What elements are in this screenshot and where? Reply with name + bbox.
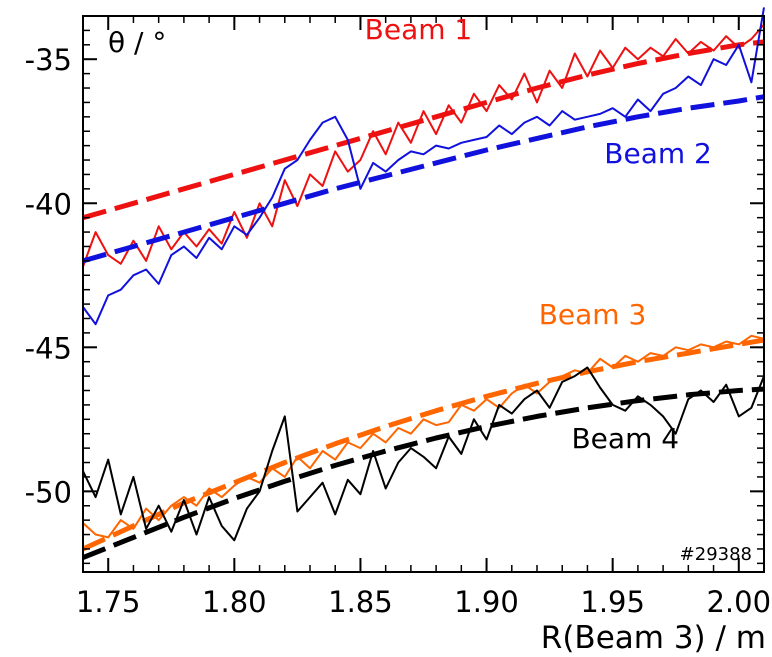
series-line-beam-2-dashed	[82, 94, 765, 264]
series-line-beam-1-solid	[82, 23, 765, 267]
x-tick-label: 1.75	[76, 585, 141, 619]
series-line-beam-1-dashed	[82, 39, 765, 221]
run-number-annotation: #29388	[680, 544, 752, 565]
series-line-beam-3-solid	[82, 334, 765, 539]
labels-layer: Beam 1 Beam 2 Beam 3 Beam 4	[365, 13, 712, 455]
y-tick-label: -45	[25, 331, 72, 365]
y-tick-label: -40	[25, 187, 72, 221]
x-tick-label: 2.00	[706, 585, 771, 619]
x-axis-label: R(Beam 3) / m	[541, 620, 766, 656]
x-tick-label: 1.85	[328, 585, 393, 619]
series-label-beam-1: Beam 1	[365, 13, 473, 46]
series-line-beam-3-dashed	[81, 337, 765, 552]
plot-frame	[82, 15, 765, 573]
series-label-beam-3: Beam 3	[539, 298, 647, 331]
axes-layer: 1.75 1.80 1.85 1.90 1.95 2.00 -35 -40 -45 -50	[25, 15, 771, 619]
y-tick-label: -50	[25, 475, 72, 509]
series-line-beam-2-solid	[82, 7, 765, 326]
series-line-beam-4-dashed	[82, 386, 765, 560]
y-tick-label: -35	[25, 43, 72, 77]
series-label-beam-4: Beam 4	[571, 422, 679, 455]
x-tick-label: 1.90	[454, 585, 519, 619]
y-axis-label: θ / °	[108, 26, 166, 59]
series-line-beam-4-solid	[82, 366, 765, 542]
x-tick-label: 1.95	[580, 585, 645, 619]
x-tick-label: 1.80	[202, 585, 267, 619]
series-label-beam-2: Beam 2	[604, 137, 712, 170]
series-layer	[81, 7, 765, 560]
